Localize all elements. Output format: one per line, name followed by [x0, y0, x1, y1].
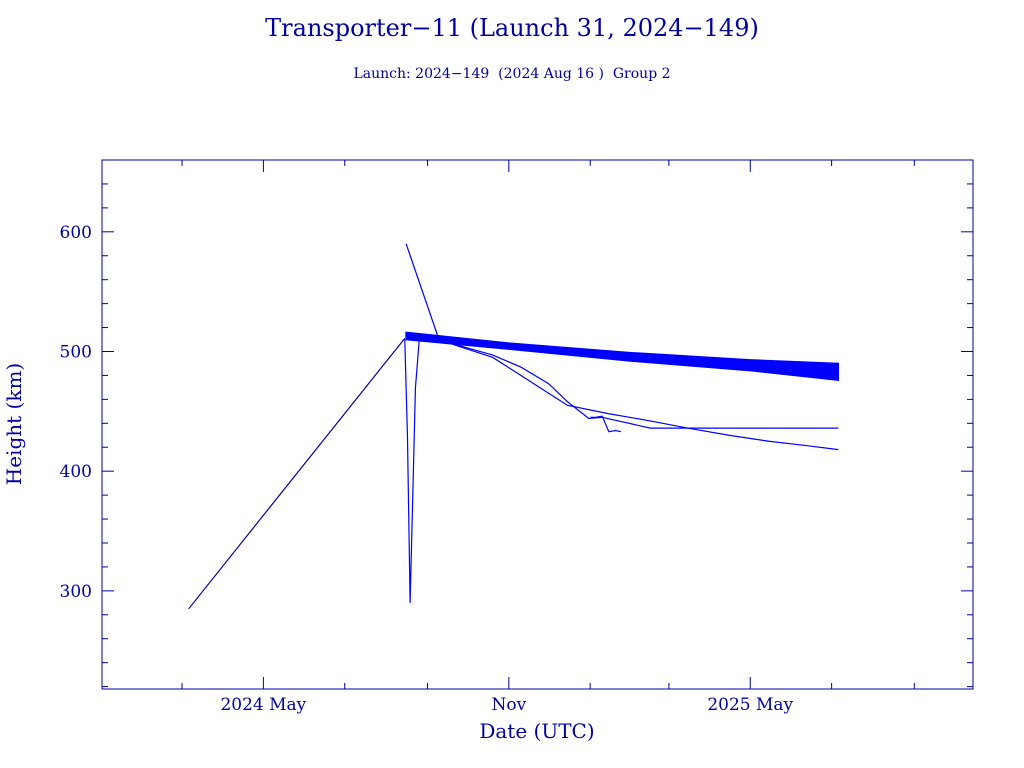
plot-frame [101, 159, 974, 690]
series-line-4 [437, 338, 839, 429]
series-line-1 [188, 337, 406, 610]
x-tick-label: 2024 May [220, 695, 306, 715]
chart-title: Transporter−11 (Launch 31, 2024−149) [265, 14, 759, 42]
y-tick-label: 500 [60, 342, 92, 362]
orbit-height-band [405, 331, 840, 382]
data-marks [188, 243, 840, 610]
series-line-6 [590, 415, 621, 433]
series-line-2 [404, 337, 421, 603]
x-axis-title: Date (UTC) [479, 719, 594, 743]
axis-ticks: 300 400 500 600 2024 May Nov 2025 May [60, 159, 973, 715]
chart-subtitle: Launch: 2024−149 (2024 Aug 16 ) Group 2 [353, 66, 671, 82]
x-tick-label: 2025 May [707, 695, 793, 715]
series-line-5 [437, 338, 839, 451]
y-tick-label: 300 [60, 582, 92, 602]
y-tick-label: 600 [60, 223, 92, 243]
y-axis-title: Height (km) [2, 363, 26, 485]
series-line-3 [405, 243, 439, 338]
x-tick-label: Nov [491, 695, 526, 715]
y-tick-label: 400 [60, 462, 92, 482]
